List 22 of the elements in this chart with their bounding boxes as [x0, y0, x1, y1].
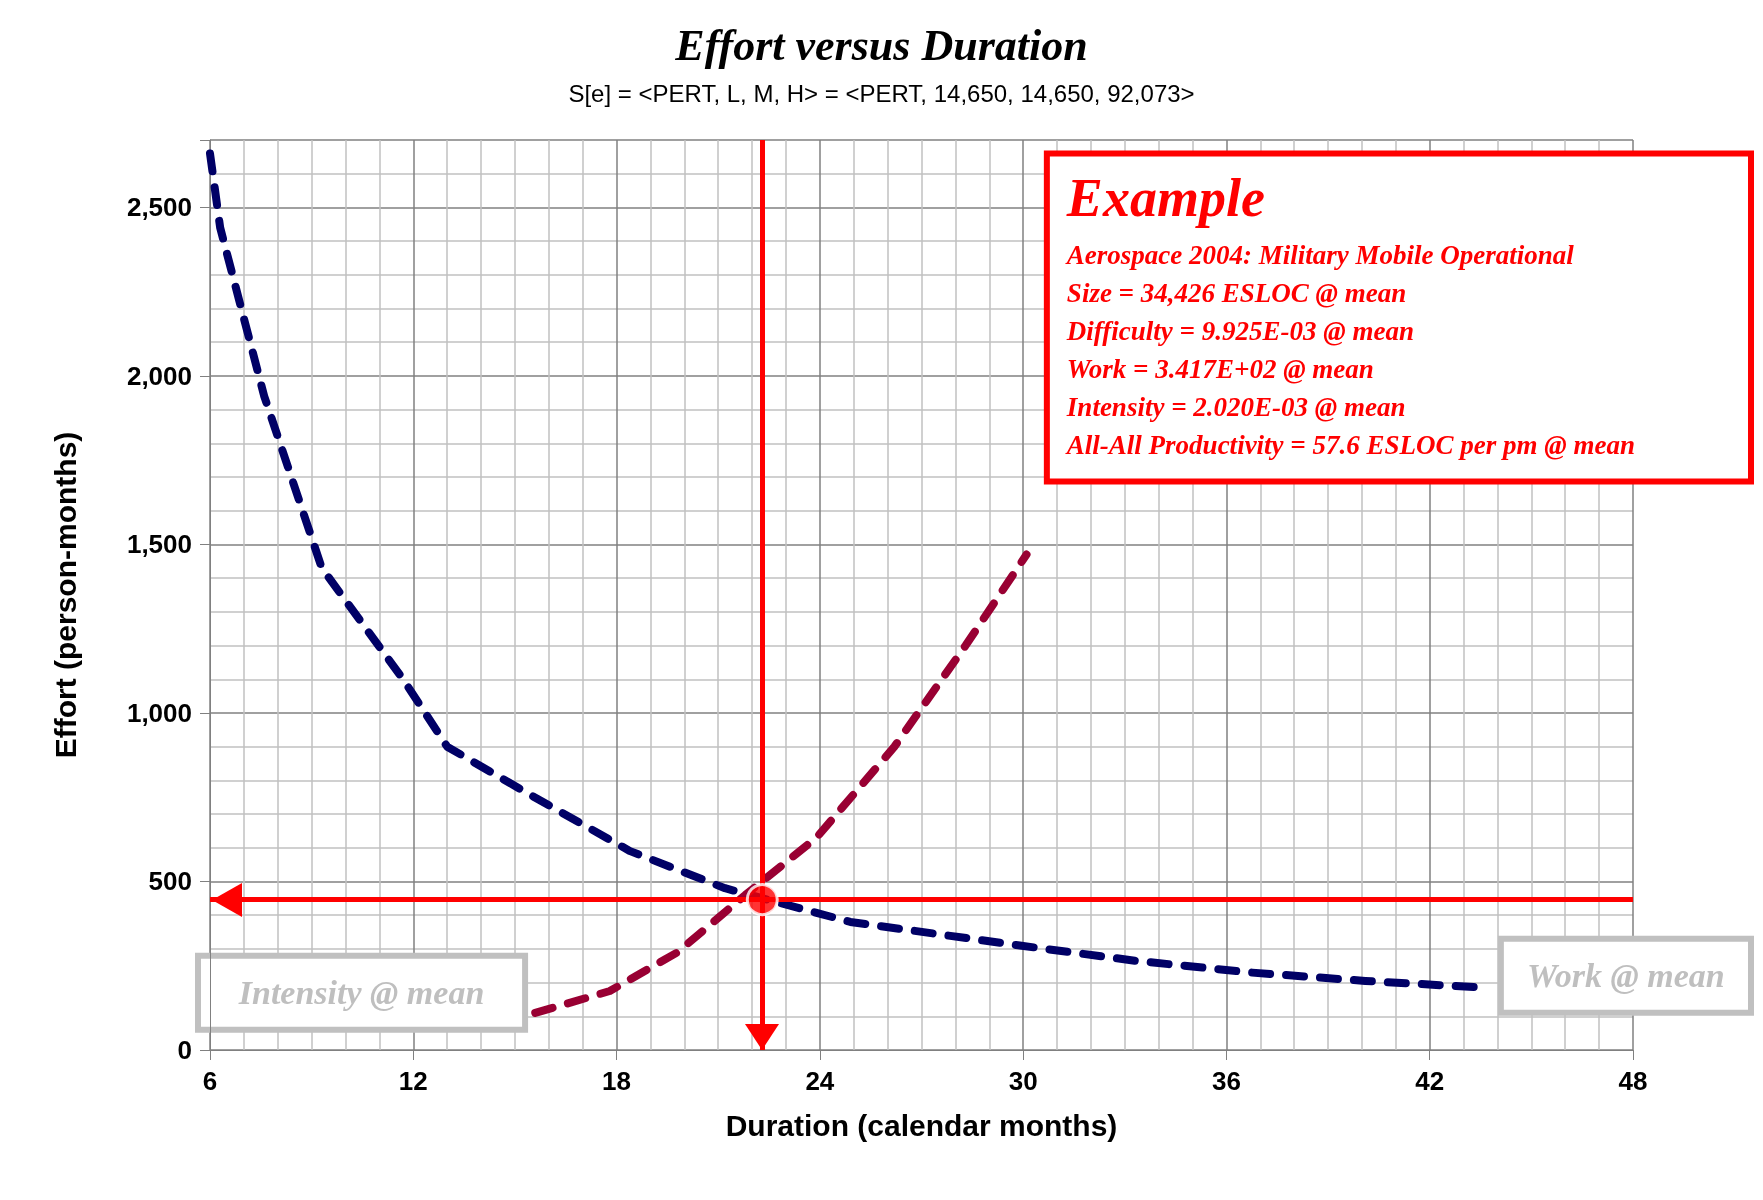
x-tick-label: 18 [602, 1066, 632, 1096]
y-tick-label: 2,500 [126, 192, 192, 223]
annotation: Example [1065, 168, 1265, 229]
annotation: Intensity @ mean [237, 974, 485, 1012]
annotation: Work @ mean [1527, 957, 1725, 995]
x-tick-label: 24 [805, 1066, 835, 1096]
x-axis-title: Duration (calendar months) [725, 1108, 1118, 1142]
x-tick-label: 12 [398, 1066, 428, 1096]
y-axis-title: Effort (person-months) [48, 431, 82, 759]
y-tick-label: 500 [148, 866, 192, 897]
x-tick-label: 48 [1618, 1066, 1648, 1096]
y-tick-label: 0 [177, 1035, 192, 1065]
x-tick-label: 6 [202, 1066, 218, 1096]
x-tick-label: 36 [1211, 1066, 1241, 1096]
y-tick-label: 1,500 [126, 529, 192, 560]
x-tick-label: 30 [1008, 1066, 1038, 1096]
y-tick-label: 2,000 [126, 360, 192, 391]
y-tick-label: 1,000 [126, 697, 192, 728]
chart-title: Effort versus Duration [674, 20, 1088, 70]
annotation: Aerospace 2004: Military Mobile Operational Size = 34,426 ESLOC @ mean Difficulty = 9.925E-03 @ mean Work = 3.417E+02 @ mean Intensity = 2.020E-03 @ mean All-All Productivity = 57.6 ESLOC per pm @ mean [1064, 239, 1635, 460]
chart-subtitle: S[e] = <PERT, L, M, H> = <PERT, 14,650, 14,650, 92,073> [568, 79, 1195, 107]
x-tick-label: 42 [1415, 1066, 1445, 1096]
